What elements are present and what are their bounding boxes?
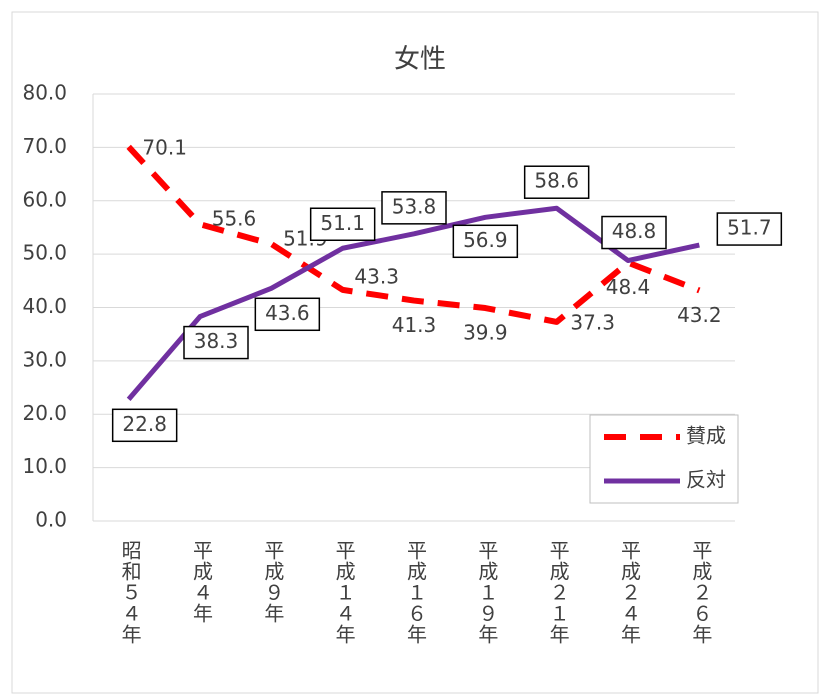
data-label: 41.3 (392, 313, 437, 337)
data-label: 38.3 (194, 329, 239, 353)
legend-label: 賛成 (686, 424, 726, 448)
data-label: 43.2 (677, 303, 722, 327)
data-label: 70.1 (142, 135, 187, 159)
chart-title: 女性 (394, 45, 446, 75)
x-tick-label: 平成２１年 (546, 540, 570, 645)
data-label: 43.3 (354, 264, 399, 288)
x-tick-label: 平成１４年 (332, 540, 356, 645)
y-tick-label: 60.0 (22, 187, 67, 211)
data-label: 58.6 (534, 169, 579, 193)
y-tick-label: 80.0 (22, 81, 67, 105)
data-label-box (601, 215, 667, 250)
data-label: 55.6 (212, 207, 257, 231)
data-label: 48.4 (606, 275, 651, 299)
data-label: 48.8 (612, 219, 657, 243)
x-tick-label: 平成１６年 (404, 540, 428, 645)
y-tick-label: 0.0 (35, 508, 67, 532)
data-label-box (523, 165, 590, 199)
x-tick-label: 平成４年 (190, 540, 214, 624)
y-tick-label: 20.0 (22, 401, 67, 425)
x-tick-label: 平成２４年 (618, 540, 642, 645)
y-tick-label: 70.0 (22, 134, 67, 158)
data-label: 51.1 (320, 211, 365, 235)
x-tick-label: 昭和５４年 (118, 540, 142, 645)
data-label-box (183, 325, 249, 360)
y-tick-label: 30.0 (22, 347, 67, 371)
data-label: 53.8 (392, 194, 437, 218)
y-tick-label: 10.0 (22, 454, 67, 478)
x-tick-label: 平成２６年 (689, 540, 713, 645)
data-label-box (381, 191, 447, 225)
data-label-box (309, 207, 376, 242)
data-label: 51.7 (727, 216, 772, 240)
y-tick-label: 50.0 (22, 241, 67, 265)
x-tick-label: 平成９年 (261, 540, 285, 624)
x-tick-label: 平成１９年 (475, 540, 499, 645)
series-line (126, 144, 701, 325)
data-label-box (716, 212, 783, 246)
legend-box (589, 414, 739, 504)
data-label-box (111, 408, 178, 443)
data-label: 56.9 (463, 228, 508, 252)
data-label: 37.3 (570, 310, 615, 334)
data-label-box (452, 224, 519, 259)
data-label: 43.6 (265, 301, 310, 325)
y-tick-label: 40.0 (22, 294, 67, 318)
data-label: 39.9 (463, 321, 508, 345)
data-label: 22.8 (122, 412, 167, 436)
legend-label: 反対 (686, 468, 726, 492)
chart-border (11, 11, 819, 694)
data-label-box (254, 297, 321, 332)
